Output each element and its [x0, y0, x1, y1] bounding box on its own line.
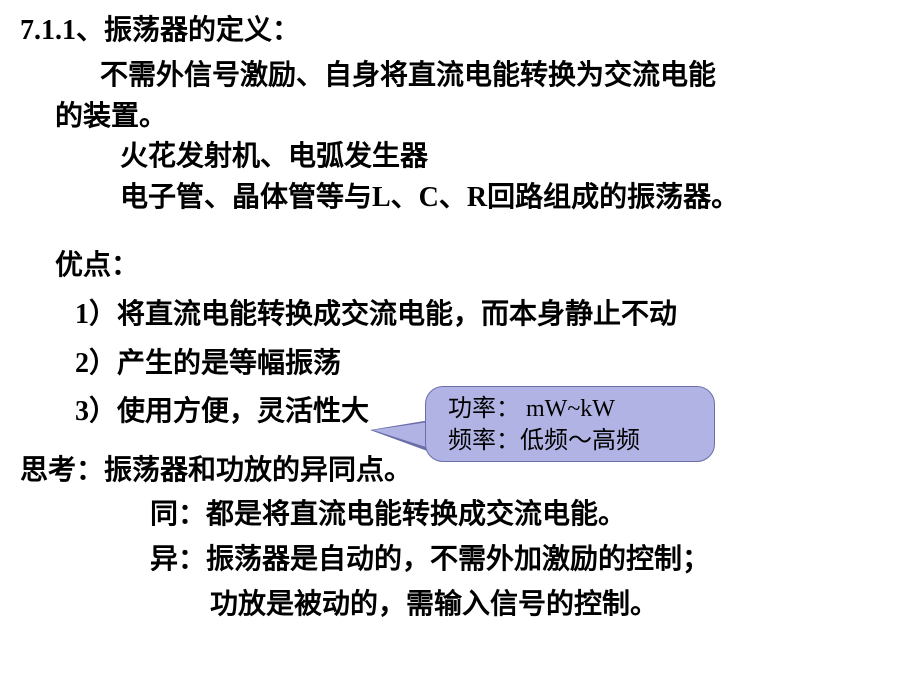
same-line: 同：都是将直流电能转换成交流电能。 [20, 495, 900, 536]
definition-line-1: 不需外信号激励、自身将直流电能转换为交流电能 [20, 56, 900, 97]
advantage-item-1: 1）将直流电能转换成交流电能，而本身静止不动 [20, 295, 900, 336]
example-line-2: 电子管、晶体管等与L、C、R回路组成的振荡器。 [20, 178, 900, 219]
callout-line-1: 功率： mW~kW [448, 393, 698, 425]
section-title: 7.1.1、振荡器的定义： [20, 8, 900, 48]
advantages-header: 优点： [20, 246, 900, 287]
callout-line-2: 频率：低频～高频 [448, 425, 698, 457]
advantage-item-2: 2）产生的是等幅振荡 [20, 344, 900, 385]
definition-line-2: 的装置。 [20, 97, 900, 138]
callout-box: 功率： mW~kW 频率：低频～高频 [425, 386, 715, 462]
example-line-1: 火花发射机、电弧发生器 [20, 137, 900, 178]
diff-line-2: 功放是被动的，需输入信号的控制。 [20, 585, 900, 626]
diff-line-1: 异：振荡器是自动的，不需外加激励的控制； [20, 540, 900, 581]
